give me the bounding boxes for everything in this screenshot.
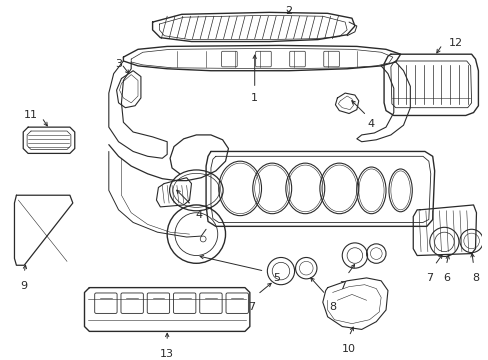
Text: 5: 5	[273, 273, 280, 283]
Text: 3: 3	[115, 59, 122, 69]
Text: 4: 4	[195, 210, 203, 220]
Text: 6: 6	[442, 273, 449, 283]
Text: 2: 2	[285, 5, 292, 15]
Text: 7: 7	[426, 273, 432, 283]
Text: 13: 13	[160, 349, 174, 359]
Text: 10: 10	[342, 344, 355, 354]
Text: 9: 9	[20, 281, 28, 291]
Text: 4: 4	[367, 120, 374, 129]
Text: 1: 1	[251, 93, 258, 103]
Text: 11: 11	[24, 110, 38, 120]
Text: 7: 7	[248, 302, 255, 312]
Text: 8: 8	[328, 302, 335, 312]
Text: 8: 8	[471, 273, 478, 283]
Text: 12: 12	[448, 38, 462, 48]
Text: 7: 7	[338, 281, 345, 291]
